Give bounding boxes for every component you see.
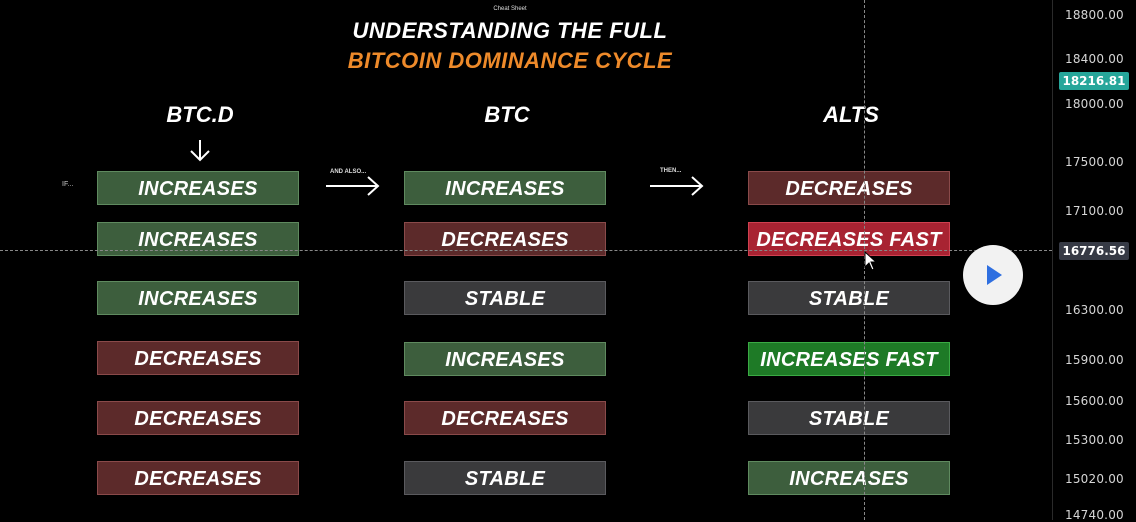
price-tick: 15900.00	[1065, 353, 1124, 367]
column-header-btcd: BTC.D	[166, 102, 234, 127]
cell-btc-row-3: STABLE	[404, 281, 606, 315]
cell-alts-row-1: DECREASES	[748, 171, 950, 205]
price-tick: 17500.00	[1065, 155, 1124, 169]
cell-btcd-row-6: DECREASES	[97, 461, 299, 495]
sheet-label: Cheat Sheet	[493, 6, 527, 12]
price-axis[interactable]: 18800.00 18400.00 18216.81 18000.00 1750…	[1052, 0, 1136, 522]
arrow-label-and-also: AND ALSO...	[330, 169, 367, 175]
title-line-2: BITCOIN DOMINANCE CYCLE	[347, 48, 673, 73]
chart-area[interactable]: Cheat Sheet UNDERSTANDING THE FULL BITCO…	[0, 0, 1052, 520]
cell-btc-row-1: INCREASES	[404, 171, 606, 205]
price-tick: 15600.00	[1065, 394, 1124, 408]
price-tick: 18400.00	[1065, 52, 1124, 66]
down-arrow-icon	[190, 140, 210, 162]
column-header-alts: ALTS	[823, 102, 879, 127]
cell-btcd-row-1: INCREASES	[97, 171, 299, 205]
crosshair-horizontal	[0, 250, 1052, 251]
play-icon	[987, 265, 1002, 285]
price-tick: 15300.00	[1065, 433, 1124, 447]
cursor-price-badge: 16776.56	[1059, 242, 1129, 260]
cell-alts-row-5: STABLE	[748, 401, 950, 435]
price-tick: 16300.00	[1065, 303, 1124, 317]
play-button[interactable]	[963, 245, 1023, 305]
cell-alts-row-4: INCREASES FAST	[748, 342, 950, 376]
price-tick: 14740.00	[1065, 508, 1124, 522]
column-header-btc: BTC	[484, 102, 530, 127]
price-tick: 15020.00	[1065, 472, 1124, 486]
cell-alts-row-3: STABLE	[748, 281, 950, 315]
cell-btc-row-4: INCREASES	[404, 342, 606, 376]
cell-alts-row-6: INCREASES	[748, 461, 950, 495]
right-arrow-icon	[326, 176, 380, 196]
cell-btc-row-5: DECREASES	[404, 401, 606, 435]
mouse-pointer-icon	[864, 251, 878, 271]
price-tick: 17100.00	[1065, 204, 1124, 218]
price-tick: 18000.00	[1065, 97, 1124, 111]
cell-btcd-row-4: DECREASES	[97, 341, 299, 375]
cell-btcd-row-5: DECREASES	[97, 401, 299, 435]
current-price-badge: 18216.81	[1059, 72, 1129, 90]
cell-btc-row-6: STABLE	[404, 461, 606, 495]
row-marker-label: IF...	[62, 181, 74, 188]
title-line-1: UNDERSTANDING THE FULL	[352, 18, 668, 43]
right-arrow-icon	[650, 176, 704, 196]
arrow-label-then: THEN...	[660, 168, 682, 174]
price-tick: 18800.00	[1065, 8, 1124, 22]
cell-btcd-row-3: INCREASES	[97, 281, 299, 315]
